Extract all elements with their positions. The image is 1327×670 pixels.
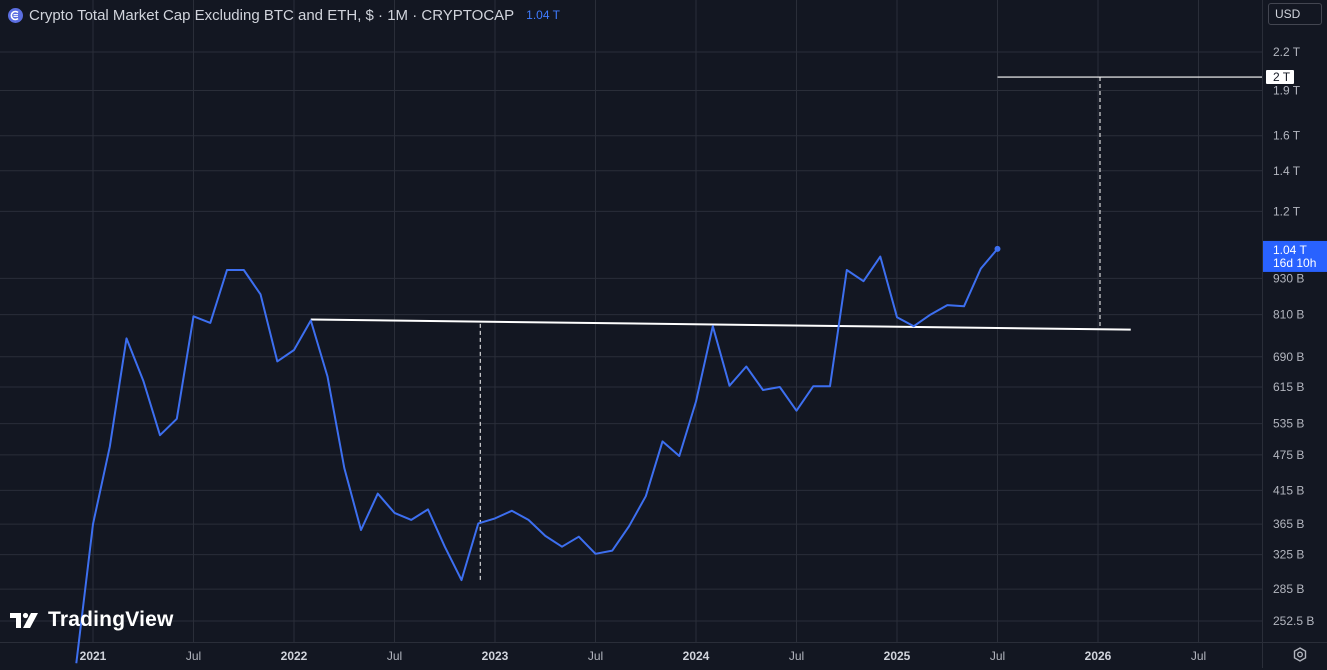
current-price-value: 1.04 T [1273, 243, 1307, 257]
cryptocap-logo-icon [8, 7, 23, 23]
y-tick-label: 285 B [1273, 582, 1304, 596]
y-tick-label: 930 B [1273, 271, 1304, 285]
x-tick-label: Jul [588, 649, 603, 663]
drawings [310, 76, 1262, 583]
y-tick-label: 2.2 T [1273, 45, 1301, 59]
watermark-text: TradingView [48, 608, 174, 631]
current-price-label [1263, 240, 1327, 272]
series-line [75, 248, 999, 664]
target-price-label [1266, 70, 1294, 85]
settings-gear-icon[interactable] [1290, 645, 1310, 665]
y-tick-label: 1.4 T [1273, 164, 1301, 178]
y-tick-label: 365 B [1273, 517, 1304, 531]
y-tick-label: 690 B [1273, 350, 1304, 364]
x-tick-label: Jul [789, 649, 804, 663]
tradingview-watermark[interactable]: TradingView [10, 608, 174, 632]
y-tick-label: 810 B [1273, 308, 1304, 322]
currency-selector[interactable]: USD [1268, 3, 1322, 25]
y-tick-label: 1.2 T [1273, 204, 1301, 218]
x-tick-label: 2025 [884, 649, 911, 663]
y-tick-label: 535 B [1273, 417, 1304, 431]
x-tick-label: 2026 [1085, 649, 1112, 663]
x-tick-label: 2023 [482, 649, 509, 663]
x-tick-label: 2024 [683, 649, 710, 663]
price-axis[interactable]: 2.2 T 1.9 T 1.6 T 1.4 T 1.2 T 930 B 810 B 690 B… [1273, 45, 1314, 628]
last-point-marker [994, 245, 1001, 252]
x-tick-label: 2022 [281, 649, 308, 663]
y-tick-label: 415 B [1273, 483, 1304, 497]
y-tick-label: 325 B [1273, 548, 1304, 562]
y-tick-label: 252.5 B [1273, 614, 1314, 628]
x-tick-label: Jul [186, 649, 201, 663]
y-tick-label: 475 B [1273, 448, 1304, 462]
y-tick-label: 1.9 T [1273, 84, 1301, 98]
series-layer [75, 245, 1001, 664]
x-tick-label: Jul [1191, 649, 1206, 663]
countdown-timer: 16d 10h [1273, 256, 1316, 270]
last-value: 1.04 T [526, 8, 560, 22]
x-tick-label: Jul [387, 649, 402, 663]
y-tick-label: 615 B [1273, 380, 1304, 394]
x-tick-label: Jul [990, 649, 1005, 663]
x-tick-label: 2021 [80, 649, 107, 663]
target-price-text: 2 T [1273, 70, 1291, 84]
resistance-line [310, 318, 1131, 331]
time-axis[interactable]: 2021 Jul 2022 Jul 2023 Jul 2024 Jul 2025 Jul 2026 J… [0, 649, 1207, 663]
tradingview-logo-icon [10, 612, 38, 628]
symbol-title[interactable]: Crypto Total Market Cap Excluding BTC an… [29, 6, 515, 24]
chart-header: Crypto Total Market Cap Excluding BTC an… [8, 5, 560, 25]
y-tick-label: 1.6 T [1273, 129, 1301, 143]
